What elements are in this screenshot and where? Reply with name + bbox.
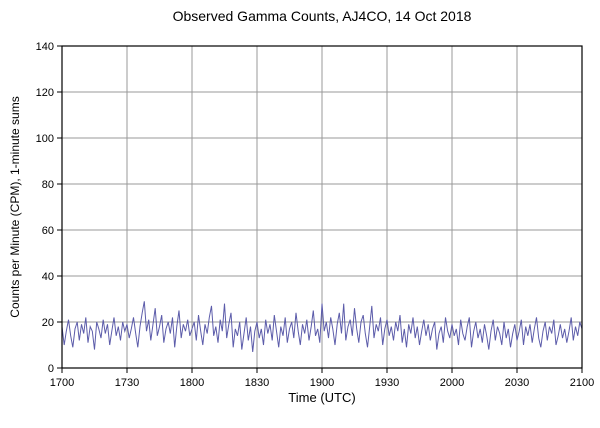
y-tick-label: 40 bbox=[42, 271, 54, 283]
y-tick-label: 0 bbox=[48, 363, 54, 375]
chart-title: Observed Gamma Counts, AJ4CO, 14 Oct 201… bbox=[172, 8, 472, 24]
gamma-counts-series bbox=[61, 301, 583, 352]
x-tick-label: 1800 bbox=[180, 377, 204, 389]
y-axis-label: Counts per Minute (CPM), 1-minute sums bbox=[8, 96, 22, 318]
y-tick-label: 100 bbox=[36, 133, 54, 145]
x-tick-label: 1930 bbox=[375, 377, 399, 389]
y-tick-label: 60 bbox=[42, 225, 54, 237]
x-tick-label: 2000 bbox=[440, 377, 464, 389]
x-tick-label: 1730 bbox=[115, 377, 139, 389]
x-tick-label: 1700 bbox=[50, 377, 74, 389]
y-tick-label: 120 bbox=[36, 87, 54, 99]
y-tick-label: 80 bbox=[42, 179, 54, 191]
y-tick-label: 140 bbox=[36, 41, 54, 53]
x-tick-label: 1830 bbox=[245, 377, 269, 389]
x-tick-label: 2030 bbox=[505, 377, 529, 389]
x-axis-label: Time (UTC) bbox=[288, 390, 356, 405]
x-tick-label: 2100 bbox=[570, 377, 594, 389]
x-tick-label: 1900 bbox=[310, 377, 334, 389]
y-tick-label: 20 bbox=[42, 317, 54, 329]
